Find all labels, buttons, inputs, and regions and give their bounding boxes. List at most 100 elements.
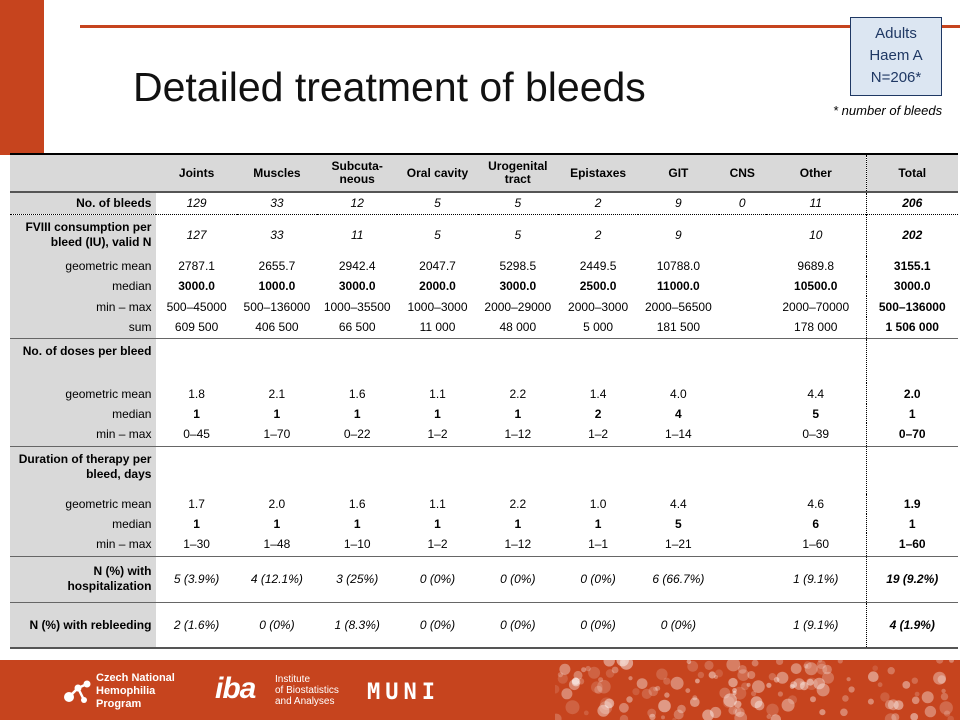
cell-hosp-cns: [718, 555, 766, 602]
cell-bleeds-git: 9: [675, 196, 682, 211]
row-label-dur-geo: geometric mean: [10, 494, 157, 514]
cell-fviii-minmax-cns: [719, 296, 766, 317]
molecule-icon: [64, 680, 91, 703]
cell-doses-minmax-git: 1–14: [665, 427, 692, 442]
row-label-dur-median: median: [10, 514, 157, 533]
cell-dur-head-muscles: [236, 445, 318, 494]
cell-dur-geo-joints: 1.7: [188, 497, 205, 511]
table-row-fviii-sum: sum 609 500 406 500 66 500 11 000 48 000 5 000…: [10, 317, 958, 338]
cell-bleeds-muscles: 33: [270, 196, 284, 211]
col-header-oral-cavity: Oral cavity: [397, 153, 478, 193]
cell-doses-geo-total: 2.0: [865, 383, 958, 404]
cell-dur-minmax-urogenital: 1–12: [504, 537, 532, 552]
cell-fviii-minmax-subcutaneous: 1000–35500: [323, 299, 391, 314]
col-header-urogenital: Urogenital tract: [477, 153, 558, 193]
cell-dur-minmax-other: 1–60: [802, 537, 830, 552]
cell-doses-median-joints: 1: [193, 406, 200, 421]
cell-fviii-median-cns: [719, 276, 766, 296]
table-row-doses-geo: geometric mean 1.8 2.1 1.6 1.1 2.2 1.4 4.0 4.4 2.…: [10, 383, 958, 404]
cell-fviii-sum-git: 181 500: [656, 320, 701, 335]
cell-rebleed-cns: [718, 601, 766, 649]
cell-fviii-sum-epistaxes: 5 000: [583, 320, 614, 335]
cell-fviii-sum-oral-cavity: 11 000: [419, 320, 456, 335]
cell-dur-median-subcutaneous: 1: [353, 516, 361, 531]
row-label-fviii-geo: geometric mean: [10, 256, 157, 276]
cell-fviii-valid-oral-cavity: 5: [397, 213, 478, 256]
table-row-fviii-valid: FVIII consumption per bleed (IU), valid …: [10, 213, 958, 256]
cell-fviii-valid-other: 10: [766, 213, 866, 256]
cell-fviii-sum-muscles: 406 500: [255, 320, 299, 335]
cell-dur-median-total: 1: [865, 514, 958, 533]
row-label-dur-head: Duration of therapy per bleed, days: [10, 445, 157, 494]
cell-dur-median-other: 6: [812, 516, 820, 531]
col-header-joints: Joints: [156, 153, 237, 193]
cell-fviii-minmax-oral-cavity: 1000–3000: [407, 299, 468, 314]
table-row-rebleed: N (%) with rebleeding 2 (1.6%) 0 (0%) 1 (8.…: [10, 601, 958, 649]
hemo-logo-line-3: Program: [96, 698, 142, 710]
cell-doses-median-other: 5: [812, 406, 820, 421]
row-label-fviii-sum: sum: [10, 317, 157, 338]
cell-fviii-median-total: 3000.0: [865, 276, 958, 296]
cell-dur-median-cns: [719, 514, 766, 533]
cell-bleeds-cns: 0: [738, 196, 746, 211]
cell-doses-minmax-cns: [719, 423, 766, 446]
cell-hosp-git: 6 (66.7%): [638, 555, 719, 602]
cell-hosp-muscles: 4 (12.1%): [236, 555, 318, 602]
cell-fviii-valid-muscles: 33: [236, 213, 318, 256]
cell-fviii-sum-urogenital: 48 000: [499, 320, 537, 335]
cell-dur-geo-urogenital: 2.2: [509, 497, 527, 511]
cell-fviii-geo-cns: [719, 256, 766, 276]
cell-doses-head-total: [865, 337, 958, 383]
cell-fviii-median-epistaxes: 2500.0: [579, 279, 617, 293]
cell-doses-median-oral-cavity: 1: [434, 406, 441, 421]
cell-rebleed-joints: 2 (1.6%): [156, 601, 237, 649]
col-header-other: Other: [766, 153, 866, 193]
cell-dur-geo-epistaxes: 1.0: [589, 497, 607, 511]
cell-fviii-valid-total: 202: [865, 213, 958, 256]
cell-dur-geo-total: 1.9: [865, 494, 958, 514]
top-divider: [80, 25, 960, 28]
table-row-doses-median: median 1 1 1 1 1 2 4 5 1: [10, 404, 958, 423]
cell-doses-geo-joints: 1.8: [188, 386, 205, 401]
cell-doses-minmax-urogenital: 1–12: [504, 427, 532, 442]
cell-dur-geo-oral-cavity: 1.1: [429, 497, 446, 511]
cell-dur-minmax-cns: [719, 533, 766, 556]
row-label-doses-head: No. of doses per bleed: [10, 337, 157, 383]
cell-dur-median-oral-cavity: 1: [434, 516, 441, 531]
cell-hosp-joints: 5 (3.9%): [156, 555, 237, 602]
cell-fviii-geo-subcutaneous: 2942.4: [338, 259, 376, 273]
cell-dur-head-subcutaneous: [317, 445, 398, 494]
cell-hosp-subcutaneous: 3 (25%): [317, 555, 398, 602]
cell-fviii-geo-other: 9689.8: [797, 259, 835, 273]
cell-hosp-epistaxes: 0 (0%): [557, 555, 639, 602]
cell-dur-minmax-oral-cavity: 1–2: [427, 537, 448, 552]
cell-doses-head-epistaxes: [557, 337, 639, 383]
cell-fviii-valid-cns: [718, 213, 766, 256]
cell-dur-median-joints: 1: [193, 516, 200, 531]
col-header-muscles: Muscles: [236, 153, 318, 193]
hemo-logo-line-1: Czech National: [96, 672, 175, 684]
cell-fviii-minmax-git: 2000–56500: [645, 299, 712, 314]
cell-fviii-geo-total: 3155.1: [865, 256, 958, 276]
cell-doses-minmax-muscles: 1–70: [263, 427, 291, 442]
cell-dur-geo-cns: [719, 494, 766, 514]
cell-doses-minmax-other: 0–39: [802, 427, 830, 442]
cell-fviii-minmax-muscles: 500–136000: [243, 299, 311, 314]
cell-dur-head-epistaxes: [557, 445, 639, 494]
cell-rebleed-total: 4 (1.9%): [865, 601, 958, 649]
cell-dur-head-total: [865, 445, 958, 494]
iba-logo-line-2: of Biostatistics: [275, 685, 339, 696]
cell-dur-minmax-muscles: 1–48: [263, 537, 291, 552]
cell-rebleed-oral-cavity: 0 (0%): [397, 601, 478, 649]
cell-dur-head-cns: [718, 445, 766, 494]
cell-bleeds-subcutaneous: 12: [350, 196, 364, 211]
cell-fviii-median-git: 11000.0: [657, 279, 700, 293]
table-row-fviii-median: median 3000.0 1000.0 3000.0 2000.0 3000.0 2500…: [10, 276, 958, 296]
cell-doses-head-joints: [156, 337, 237, 383]
cohort-line-3: N=206*: [870, 69, 922, 86]
cell-fviii-sum-joints: 609 500: [174, 320, 219, 335]
cell-bleeds-oral-cavity: 5: [434, 196, 441, 211]
footnote: * number of bleeds: [833, 103, 943, 118]
cell-doses-minmax-joints: 0–45: [183, 427, 210, 442]
cell-rebleed-muscles: 0 (0%): [236, 601, 318, 649]
